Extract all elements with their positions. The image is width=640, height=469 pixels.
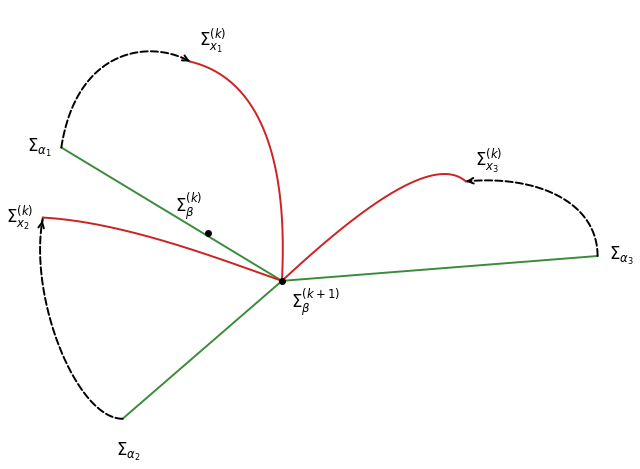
Text: $\Sigma_{\alpha_2}$: $\Sigma_{\alpha_2}$	[116, 441, 141, 463]
Text: $\Sigma_{x_2}^{(k)}$: $\Sigma_{x_2}^{(k)}$	[6, 204, 34, 232]
Text: $\Sigma_{\alpha_1}$: $\Sigma_{\alpha_1}$	[28, 136, 52, 159]
Text: $\Sigma_{x_1}^{(k)}$: $\Sigma_{x_1}^{(k)}$	[199, 26, 227, 55]
Text: $\Sigma_{\alpha_3}$: $\Sigma_{\alpha_3}$	[609, 245, 634, 267]
Text: $\Sigma_{x_3}^{(k)}$: $\Sigma_{x_3}^{(k)}$	[475, 146, 502, 174]
Text: $\Sigma_{\beta}^{(k+1)}$: $\Sigma_{\beta}^{(k+1)}$	[291, 287, 340, 318]
Text: $\Sigma_{\beta}^{(k)}$: $\Sigma_{\beta}^{(k)}$	[175, 191, 202, 222]
